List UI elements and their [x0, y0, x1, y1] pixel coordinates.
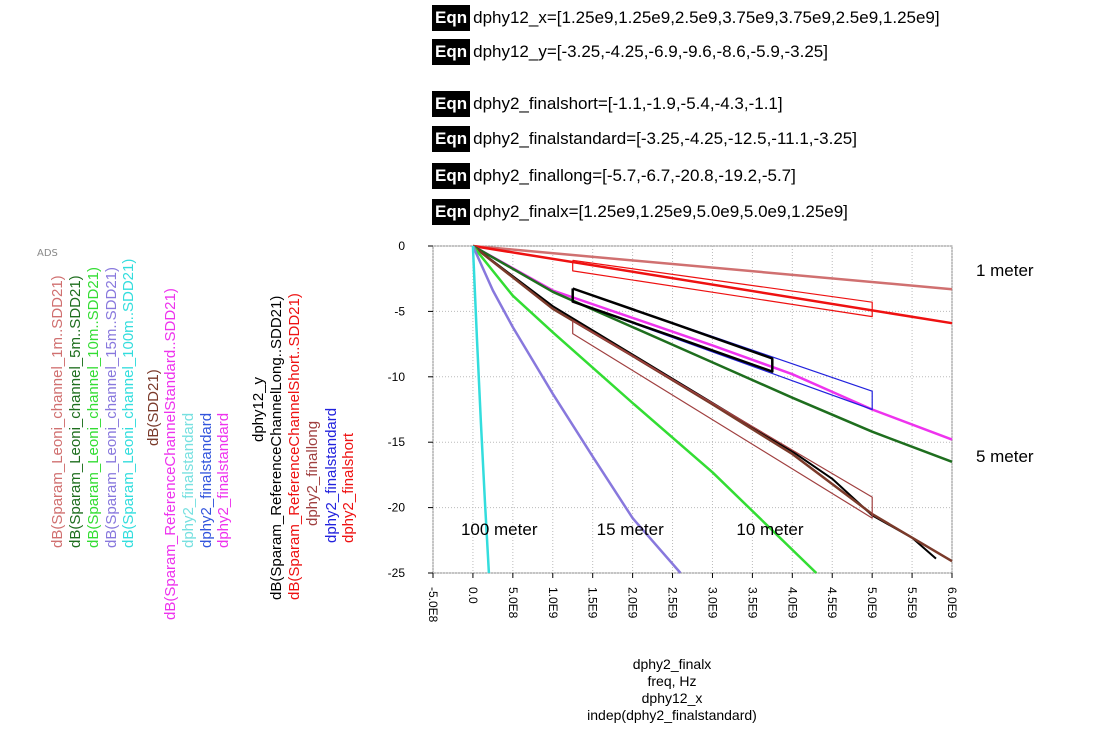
y-tick-label: -5 — [394, 304, 405, 318]
series-line — [472, 244, 953, 463]
annotation-label: 1 meter — [976, 261, 1034, 280]
equation-text: dphy12_x=[1.25e9,1.25e9,2.5e9,3.75e9,3.7… — [473, 8, 940, 27]
y-tick-label: -20 — [388, 501, 406, 515]
equation-text: dphy2_finalx=[1.25e9,1.25e9,5.0e9,5.0e9,… — [473, 202, 848, 221]
eqn-tag: Eqn — [432, 39, 471, 65]
plot-axes: 0 -5 -10 -15 -20 -25 -5.0E8 0.0 5.0E8 1.0E9 1.5E9 2… — [388, 239, 959, 623]
legend-entry: dB(SDD21) — [145, 369, 162, 446]
legend-entry: dB(Sparam_Leoni_channel_5m..SDD21) — [67, 275, 84, 548]
x-tick-label: 5.0E8 — [506, 587, 520, 619]
equation-row[interactable]: Eqn dphy2_finalshort=[-1.1,-1.9,-5.4,-4.… — [432, 90, 783, 118]
y-tick-label: 0 — [398, 239, 405, 253]
legend-entry: dphy2_finalshort — [340, 432, 357, 543]
series-line — [471, 245, 682, 574]
equation-row[interactable]: Eqn dphy2_finallong=[-5.7,-6.7,-20.8,-19… — [432, 162, 796, 190]
legend-entry: dphy2_finalstandard — [323, 408, 340, 543]
plot-series — [471, 244, 953, 574]
series-line — [472, 245, 937, 560]
plot-frame — [432, 245, 953, 574]
legend-entry: dphy2_finalstandard — [198, 413, 215, 548]
annotation-label: 15 meter — [597, 520, 664, 539]
equation-row[interactable]: Eqn dphy12_y=[-3.25,-4.25,-6.9,-9.6,-8.6… — [432, 38, 828, 66]
eqn-tag: Eqn — [432, 5, 471, 31]
x-axis-label: dphy12_x — [641, 690, 703, 706]
legend-entry: dphy2_finallong — [304, 421, 321, 526]
series-line — [571, 287, 774, 373]
x-axis-label: indep(dphy2_finalstandard) — [587, 707, 757, 723]
y-tick-label: -10 — [388, 370, 406, 384]
x-tick-label: -5.0E8 — [426, 587, 440, 623]
x-tick-label: 5.5E9 — [905, 587, 919, 619]
x-tick-label: 4.5E9 — [825, 587, 839, 619]
x-tick-label: 6.0E9 — [945, 587, 959, 619]
equation-text: dphy2_finalstandard=[-3.25,-4.25,-12.5,-… — [473, 129, 857, 148]
x-tick-label: 1.0E9 — [546, 587, 560, 619]
eqn-tag: Eqn — [432, 91, 471, 117]
x-tick-label: 3.5E9 — [745, 587, 759, 619]
legend-entry: dB(Sparam_Leoni_channel_10m..SDD21) — [85, 267, 102, 548]
equation-text: dphy2_finallong=[-5.7,-6.7,-20.8,-19.2,-… — [473, 166, 796, 185]
equation-row[interactable]: Eqn dphy12_x=[1.25e9,1.25e9,2.5e9,3.75e9… — [432, 4, 940, 32]
legend-entry: dB(Sparam_ReferenceChannelStandard..SDD2… — [162, 288, 179, 620]
y-tick-label: -15 — [388, 435, 406, 449]
x-tick-label: 0.0 — [466, 587, 480, 604]
annotation-label: 5 meter — [976, 447, 1034, 466]
legend-entry: dB(Sparam_Leoni_channel_1m..SDD21) — [49, 275, 66, 548]
eqn-tag: Eqn — [432, 126, 471, 152]
equation-row[interactable]: Eqn dphy2_finalstandard=[-3.25,-4.25,-12… — [432, 125, 857, 153]
x-tick-label: 4.0E9 — [785, 587, 799, 619]
equation-text: dphy12_y=[-3.25,-4.25,-6.9,-9.6,-8.6,-5.… — [473, 42, 828, 61]
ads-label: ADS — [37, 248, 58, 259]
plot-legend: dB(Sparam_Leoni_channel_1m..SDD21) dB(Spa… — [49, 259, 357, 620]
legend-entry: dphy2_finalstandard — [180, 413, 197, 548]
legend-entry: dB(Sparam_ReferenceChannelShort..SDD21) — [286, 293, 303, 600]
legend-entry: dphy12_y — [250, 376, 267, 442]
x-tick-label: 3.0E9 — [705, 587, 719, 619]
legend-entry: dB(Sparam_Leoni_channel_100m..SDD21) — [120, 259, 137, 548]
series-line — [471, 245, 818, 574]
legend-entry: dphy2_finalstandard — [215, 413, 232, 548]
equation-text: dphy2_finalshort=[-1.1,-1.9,-5.4,-4.3,-1… — [473, 94, 783, 113]
equation-row[interactable]: Eqn dphy2_finalx=[1.25e9,1.25e9,5.0e9,5.… — [432, 198, 848, 226]
x-axis-label: freq, Hz — [647, 673, 697, 689]
annotation-label: 100 meter — [461, 520, 538, 539]
eqn-tag: Eqn — [432, 163, 471, 189]
legend-entry: dB(Sparam_ReferenceChannelLong..SDD21) — [268, 296, 285, 600]
x-tick-label: 2.0E9 — [626, 587, 640, 619]
series-line — [572, 259, 873, 318]
x-tick-label: 5.0E9 — [865, 587, 879, 619]
annotation-label: 10 meter — [736, 520, 803, 539]
x-tick-label: 1.5E9 — [586, 587, 600, 619]
x-tick-label: 2.5E9 — [666, 587, 680, 619]
series-line — [572, 320, 873, 519]
series-line — [472, 244, 953, 291]
eqn-tag: Eqn — [432, 199, 471, 225]
series-line — [471, 245, 491, 574]
legend-entry: dB(Sparam_Leoni_channel_15m..SDD21) — [103, 267, 120, 548]
y-tick-label: -25 — [388, 566, 406, 580]
plot-annotations: 1 meter 5 meter 100 meter 15 meter 10 meter — [461, 261, 1034, 539]
x-axis-label: dphy2_finalx — [632, 656, 712, 672]
